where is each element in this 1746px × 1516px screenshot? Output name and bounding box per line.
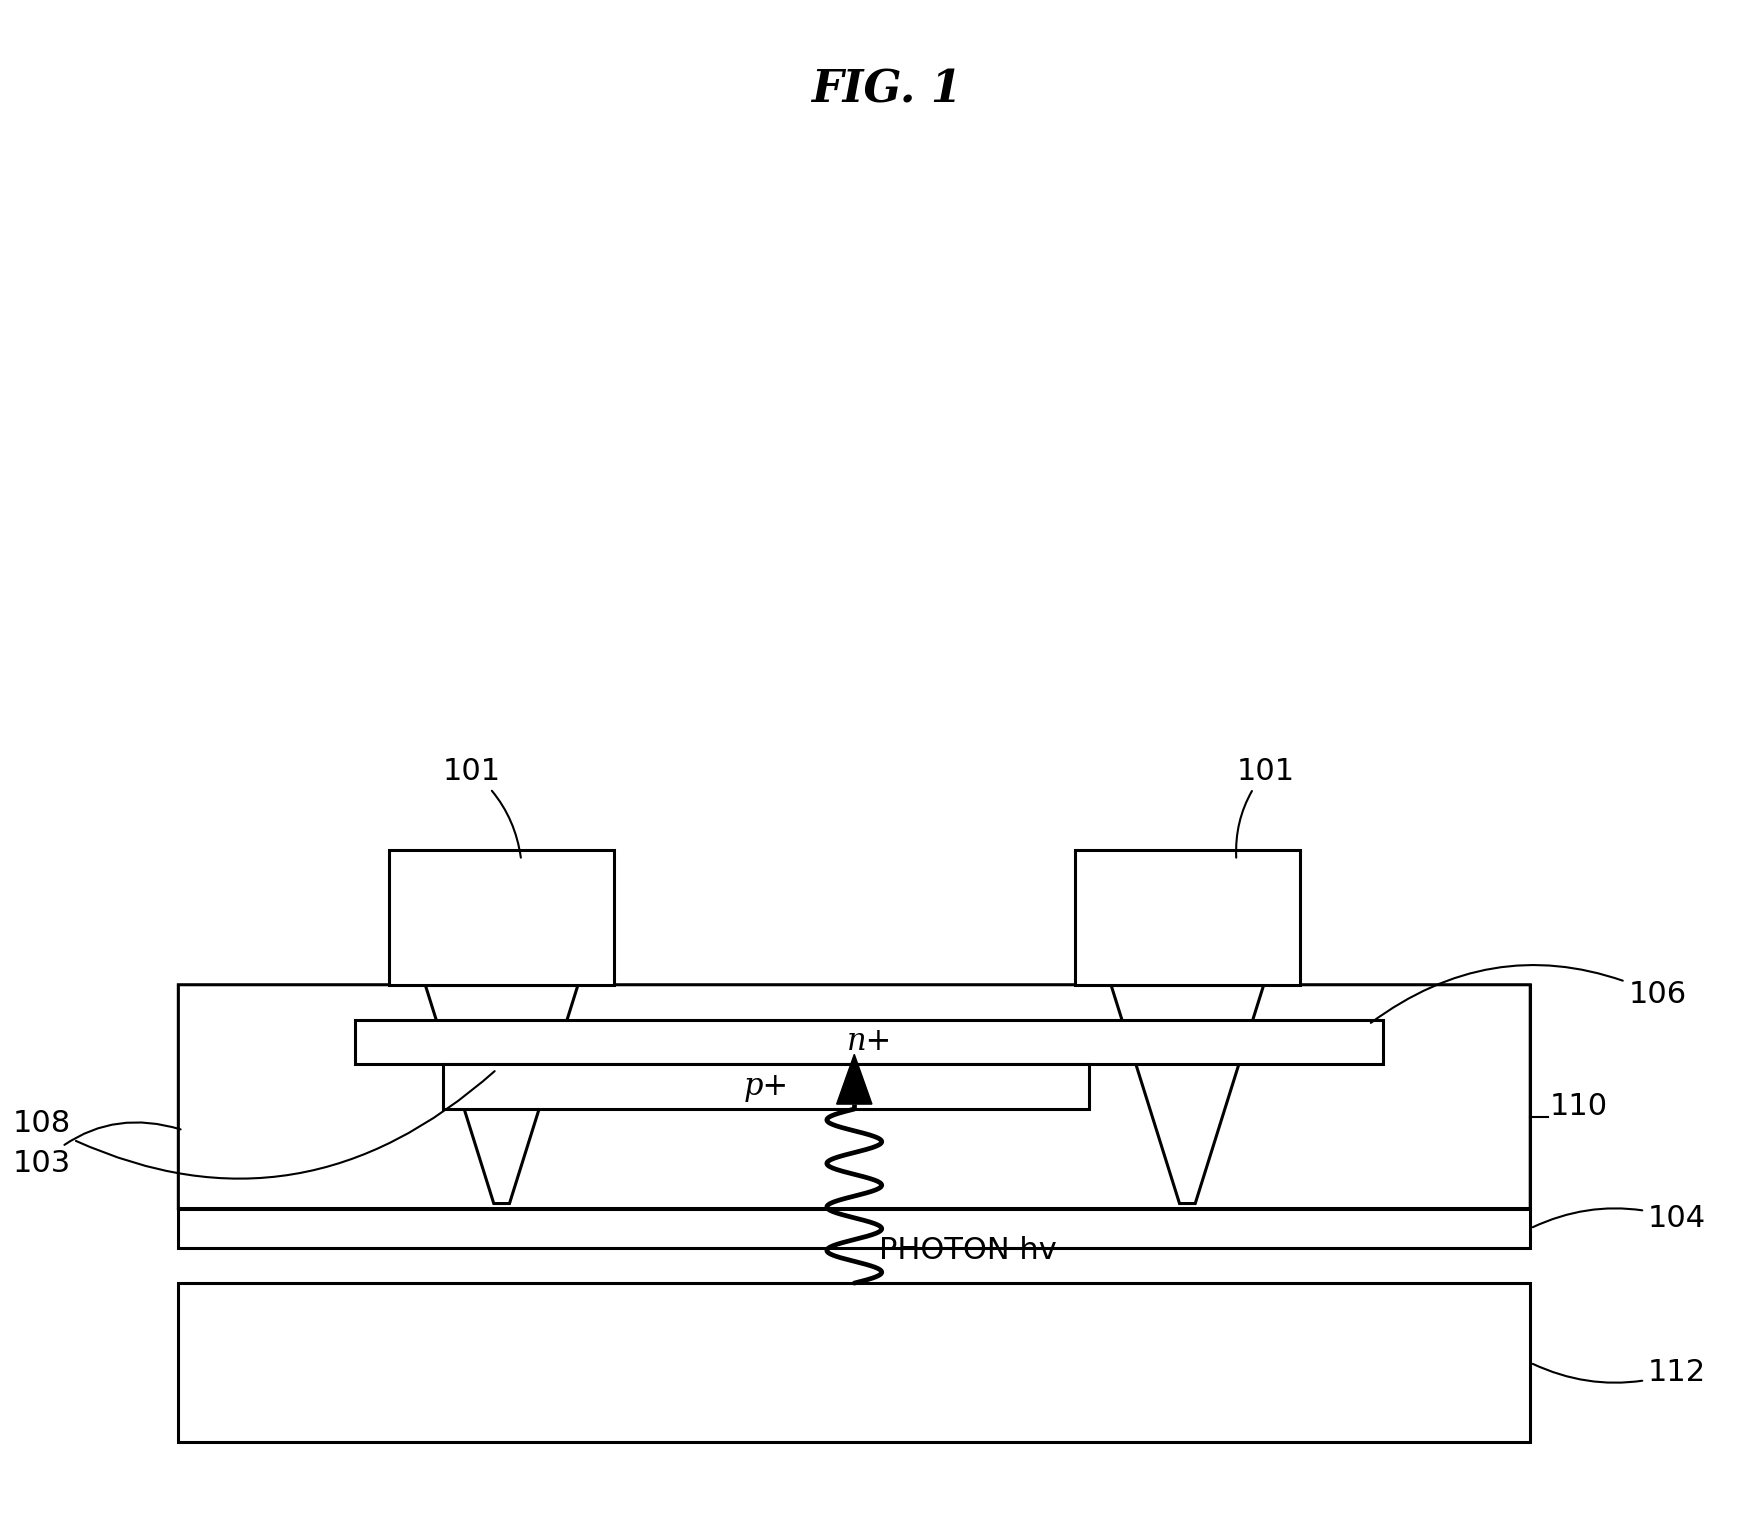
Text: 112: 112 <box>1533 1358 1706 1387</box>
Bar <box>178 1208 1529 1248</box>
Polygon shape <box>178 985 1529 1208</box>
Bar <box>443 1064 1090 1110</box>
Text: 108: 108 <box>12 1072 494 1178</box>
Text: 106: 106 <box>1371 966 1687 1023</box>
Bar <box>178 985 1529 1208</box>
Text: 110: 110 <box>1550 1092 1608 1120</box>
Text: FIG. 1: FIG. 1 <box>812 68 962 111</box>
Bar <box>178 1283 1529 1442</box>
Text: 101: 101 <box>443 756 520 858</box>
Text: n+: n+ <box>847 1026 892 1058</box>
Text: 103: 103 <box>12 1122 180 1178</box>
Bar <box>354 1020 1383 1064</box>
Text: PHOTON hv: PHOTON hv <box>878 1236 1056 1266</box>
Bar <box>389 850 615 985</box>
Bar <box>1076 850 1301 985</box>
Text: 104: 104 <box>1533 1204 1706 1233</box>
Polygon shape <box>836 1054 871 1104</box>
Text: p+: p+ <box>744 1072 789 1102</box>
Text: 101: 101 <box>1236 756 1296 858</box>
